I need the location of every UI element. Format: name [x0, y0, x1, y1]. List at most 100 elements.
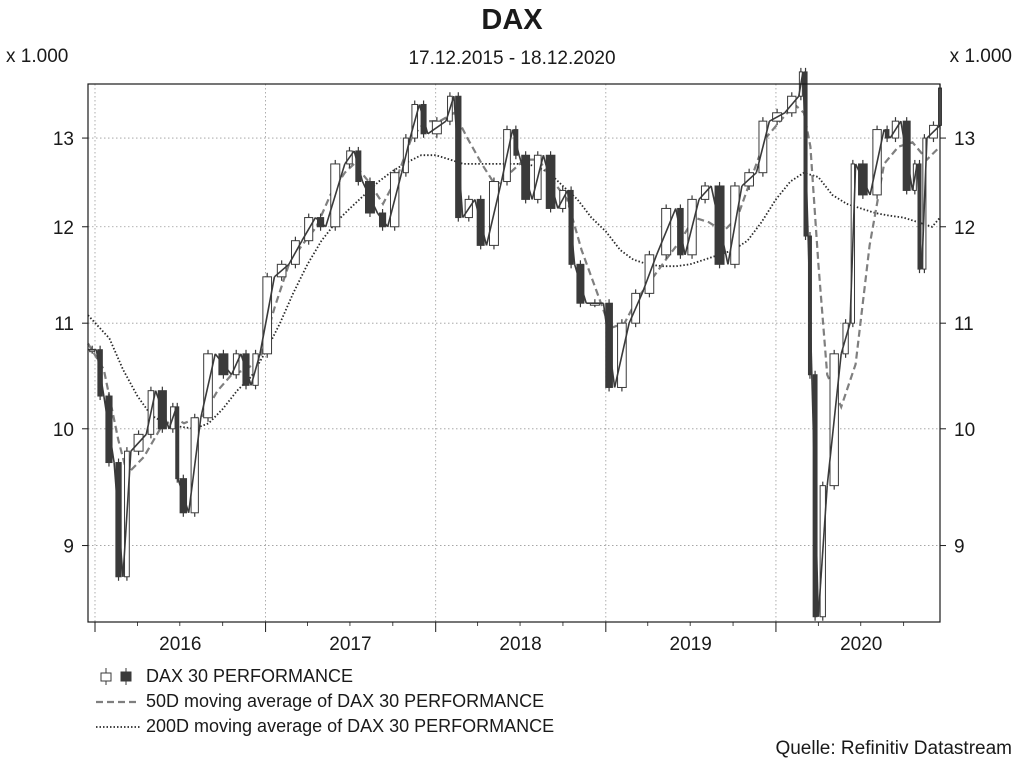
price-segment — [453, 96, 464, 218]
price-segment — [684, 199, 700, 256]
price-segment — [485, 181, 503, 246]
price-segment — [916, 163, 923, 270]
y-tick-label: 12 — [954, 218, 975, 239]
y-tick-label: 9 — [954, 537, 965, 558]
price-segment — [826, 353, 842, 486]
price-segment — [187, 417, 202, 513]
price-segment — [445, 96, 455, 122]
price-segment — [655, 208, 677, 256]
x-tick-label: 2016 — [159, 634, 201, 655]
y-tick-label: 11 — [954, 314, 974, 335]
ma50-line — [87, 102, 941, 477]
price-segment — [130, 433, 147, 452]
plot-frame — [87, 83, 941, 623]
price-segment — [301, 217, 317, 242]
price-segment — [314, 216, 327, 228]
series-50d-ma — [87, 102, 941, 477]
price-segment — [462, 198, 476, 219]
price-segment — [741, 172, 757, 187]
y-tick-label: 10 — [954, 420, 975, 441]
price-segment — [250, 353, 261, 386]
price-segment — [628, 293, 643, 324]
price-segment — [557, 190, 569, 209]
price-segment — [400, 137, 411, 173]
legend-label: DAX 30 PERFORMANCE — [146, 666, 354, 686]
price-segment — [361, 181, 379, 214]
chart-title: DAX — [481, 4, 543, 36]
price-segment — [154, 390, 170, 430]
price-segment — [854, 163, 871, 196]
price-segment — [122, 451, 132, 577]
price-segment — [145, 390, 157, 435]
x-tick-label: 2020 — [840, 634, 882, 655]
price-segment — [921, 138, 928, 270]
price-segment — [613, 323, 630, 388]
price-segment — [566, 190, 576, 265]
y-tick-label: 10 — [53, 420, 74, 441]
price-segment — [500, 129, 514, 182]
price-segment — [911, 163, 918, 191]
price-segment — [811, 374, 820, 617]
price-segment — [511, 129, 520, 156]
price-segment — [324, 163, 346, 227]
x-axis: 2016 2017 2018 2019 2020 — [94, 622, 905, 655]
price-segment — [869, 129, 885, 196]
price-segment — [214, 353, 233, 376]
y-tick-label: 12 — [53, 218, 74, 239]
y-tick-label: 13 — [53, 129, 74, 150]
price-segment — [113, 462, 124, 577]
price-segment — [518, 155, 533, 200]
price-segment — [573, 264, 588, 304]
price-segment — [849, 163, 857, 324]
price-segment — [175, 406, 179, 479]
price-segment — [802, 71, 809, 237]
price-segment — [926, 124, 941, 139]
price-segment — [889, 120, 902, 139]
source-note: Quelle: Refinitiv Datastream — [775, 738, 1012, 759]
price-segment — [200, 353, 217, 418]
price-segment — [353, 150, 364, 182]
price-segment — [674, 208, 686, 255]
price-segment — [698, 185, 712, 200]
price-segment — [409, 104, 421, 139]
y-tick-label: 13 — [954, 129, 975, 150]
series-dax-candles — [88, 67, 942, 621]
price-segment — [710, 185, 729, 265]
price-segment — [784, 95, 800, 114]
price-segment — [103, 395, 115, 463]
y-tick-label: 11 — [54, 314, 74, 335]
price-segment — [542, 155, 559, 209]
price-segment — [427, 120, 447, 135]
price-segment — [727, 185, 743, 265]
price-segment — [418, 104, 429, 135]
price-segment — [755, 120, 771, 173]
price-segment — [817, 485, 829, 617]
legend-candle-up — [100, 672, 112, 682]
price-segment — [177, 478, 190, 514]
price-segment — [230, 353, 242, 376]
price-segment — [386, 172, 403, 227]
price-segment — [474, 199, 488, 246]
price-segment — [288, 240, 303, 265]
price-segment — [641, 254, 658, 294]
legend-label: 200D moving average of DAX 30 PERFORMANC… — [146, 716, 555, 736]
x-tick-label: 2017 — [329, 634, 371, 655]
x-tick-label: 2019 — [670, 634, 712, 655]
y-axis-right: 9 10 11 12 13 — [940, 129, 975, 558]
price-segment — [273, 263, 290, 278]
price-segment — [95, 349, 105, 397]
price-segment — [531, 155, 545, 200]
price-segment — [883, 129, 891, 139]
price-segment — [900, 121, 914, 191]
price-segment — [840, 322, 851, 355]
legend-label: 50D moving average of DAX 30 PERFORMANCE — [146, 691, 545, 711]
price-segment — [769, 112, 786, 122]
y-unit-left: x 1.000 — [6, 46, 69, 67]
price-segment — [240, 353, 252, 386]
y-unit-right: x 1.000 — [949, 46, 1012, 67]
y-axis-left: 9 10 11 12 13 — [53, 129, 88, 558]
y-tick-label: 9 — [63, 537, 74, 558]
price-segment — [259, 276, 276, 354]
legend-keys — [96, 668, 140, 728]
